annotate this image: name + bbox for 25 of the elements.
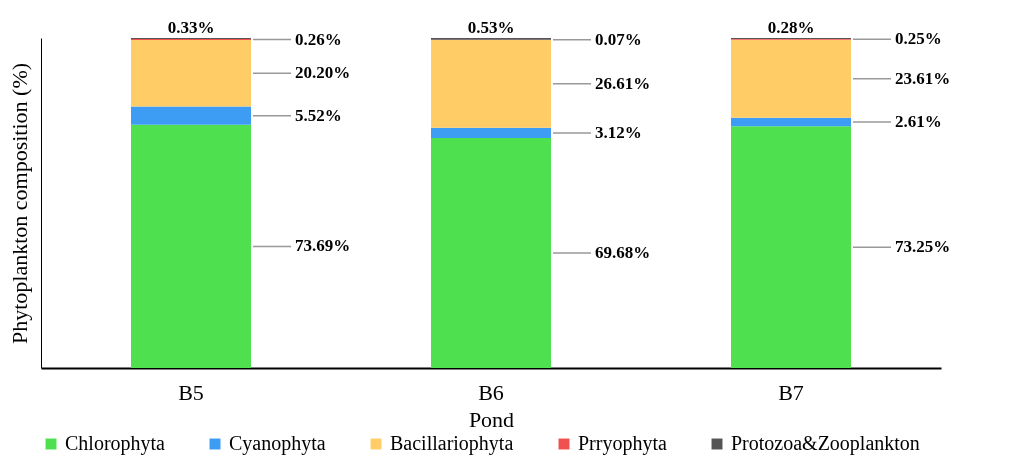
y-axis-title: Phytoplankton composition (%) — [6, 62, 32, 345]
legend-label: Bacillariophyta — [390, 432, 514, 455]
data-label: 0.25% — [895, 29, 942, 49]
data-label: 5.52% — [295, 105, 342, 125]
data-label: 23.61% — [895, 68, 951, 88]
data-label: 73.25% — [895, 237, 951, 257]
x-tick-label: B5 — [178, 379, 204, 405]
data-label: 0.33% — [167, 18, 215, 37]
data-label: 0.53% — [467, 17, 515, 37]
legend-label: Chlorophyta — [65, 432, 166, 455]
data-label: 26.61% — [595, 73, 651, 93]
legend-label: Protozoa&Zooplankton — [731, 432, 920, 455]
x-tick-label: B7 — [778, 379, 804, 405]
data-label: 20.20% — [295, 63, 351, 83]
data-label: 3.12% — [595, 122, 642, 142]
x-axis-title: Pond — [468, 406, 515, 432]
legend-label: Prryophyta — [578, 432, 667, 455]
legend-label: Cyanophyta — [229, 432, 326, 455]
data-label: 69.68% — [595, 243, 651, 263]
data-label: 73.69% — [295, 236, 351, 256]
data-label: 0.26% — [295, 29, 342, 49]
x-tick-label: B6 — [478, 379, 504, 405]
data-label: 0.07% — [595, 29, 642, 49]
data-label: 2.61% — [895, 111, 942, 131]
data-label: 0.28% — [767, 18, 815, 37]
